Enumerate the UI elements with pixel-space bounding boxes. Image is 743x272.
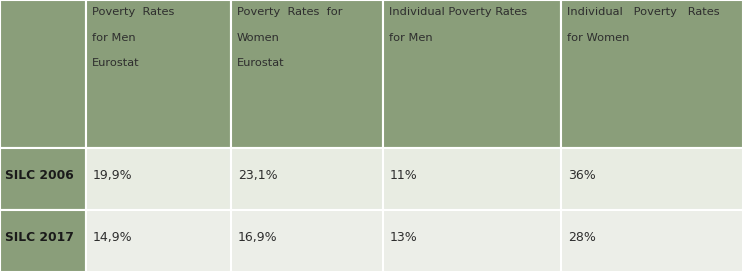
Text: Poverty  Rates  for

Women

Eurostat: Poverty Rates for Women Eurostat	[237, 7, 343, 68]
Text: Individual   Poverty   Rates

for Women: Individual Poverty Rates for Women	[567, 7, 720, 43]
Text: Poverty  Rates

for Men

Eurostat: Poverty Rates for Men Eurostat	[92, 7, 175, 68]
Text: 13%: 13%	[390, 231, 418, 244]
Bar	[86, 0, 231, 148]
Bar	[0, 210, 86, 272]
Bar	[231, 148, 383, 210]
Bar	[383, 0, 561, 148]
Bar	[231, 0, 383, 148]
Text: SILC 2017: SILC 2017	[5, 231, 74, 244]
Text: 23,1%: 23,1%	[238, 169, 278, 182]
Text: Individual Poverty Rates

for Men: Individual Poverty Rates for Men	[389, 7, 527, 43]
Bar	[561, 0, 743, 148]
Bar	[383, 210, 561, 272]
Bar	[231, 210, 383, 272]
Bar	[86, 148, 231, 210]
Bar	[383, 148, 561, 210]
Text: 36%: 36%	[568, 169, 596, 182]
Text: 16,9%: 16,9%	[238, 231, 278, 244]
Bar	[86, 210, 231, 272]
Bar	[0, 148, 86, 210]
Bar	[561, 148, 743, 210]
Text: 11%: 11%	[390, 169, 418, 182]
Text: 14,9%: 14,9%	[93, 231, 132, 244]
Text: SILC 2006: SILC 2006	[5, 169, 74, 182]
Text: 19,9%: 19,9%	[93, 169, 132, 182]
Text: 28%: 28%	[568, 231, 596, 244]
Bar	[0, 0, 86, 148]
Bar	[561, 210, 743, 272]
